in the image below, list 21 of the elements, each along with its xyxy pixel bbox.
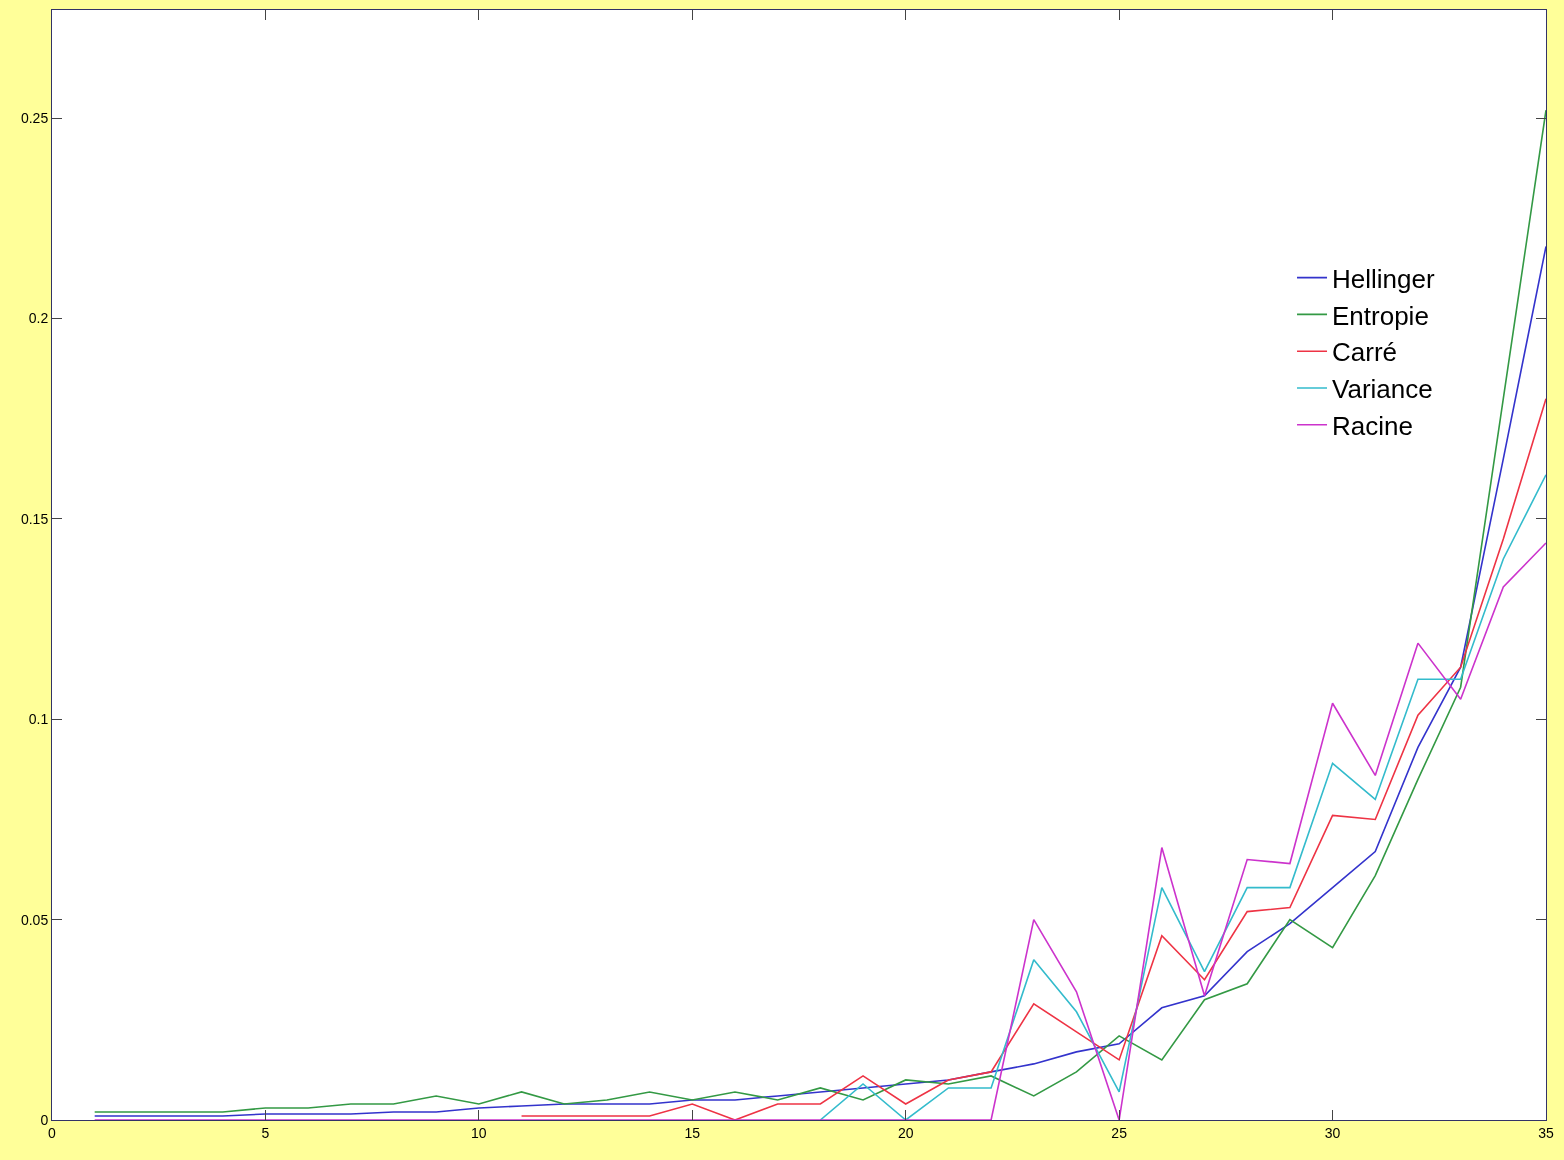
- legend-label: Entropie: [1332, 300, 1429, 331]
- line-series: [520, 397, 1546, 1120]
- x-tick-label: 25: [1111, 1124, 1128, 1141]
- legend-label: Carré: [1332, 337, 1398, 368]
- line-series: [819, 474, 1546, 1120]
- y-tick-label: 0.2: [28, 310, 49, 327]
- legend-label: Racine: [1332, 410, 1413, 441]
- y-tick-label: 0.1: [28, 711, 49, 728]
- line-series: [93, 542, 1546, 1120]
- y-tick-label: 0.25: [20, 110, 49, 127]
- x-tick-label: 35: [1538, 1124, 1554, 1141]
- x-tick-label: 5: [261, 1124, 270, 1141]
- y-tick-label: 0.15: [20, 510, 49, 527]
- x-tick-label: 30: [1324, 1124, 1341, 1141]
- y-tick-label: 0: [40, 1111, 49, 1128]
- x-tick-label: 15: [684, 1124, 701, 1141]
- y-tick-label: 0.05: [20, 911, 49, 928]
- legend-label: Hellinger: [1332, 263, 1435, 294]
- x-tick-label: 10: [471, 1124, 487, 1141]
- legend-label: Variance: [1332, 374, 1433, 405]
- x-tick-label: 20: [897, 1124, 914, 1141]
